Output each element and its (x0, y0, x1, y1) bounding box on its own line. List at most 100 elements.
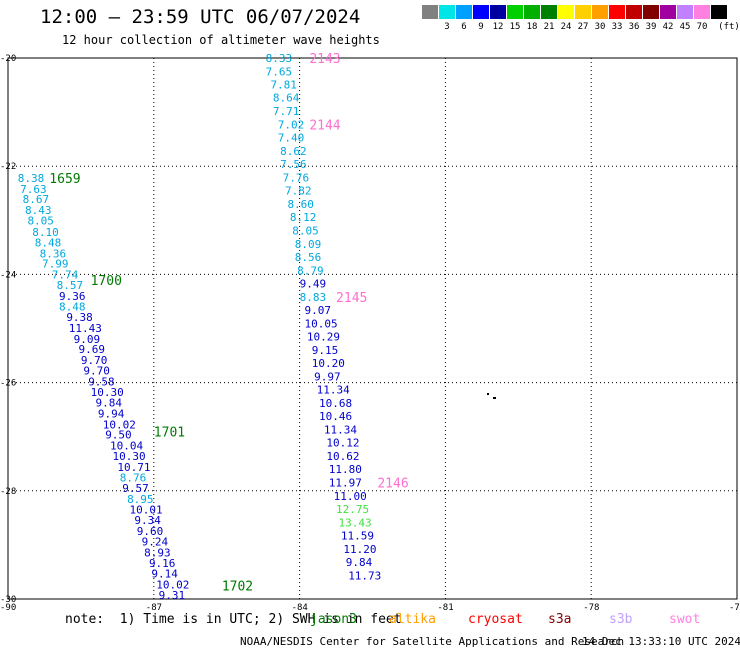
wave-height-value: 11.97 (329, 477, 362, 490)
legend-swatch (660, 5, 676, 19)
wave-height-value: 7.63 (20, 183, 47, 196)
wave-height-value: 8.05 (27, 214, 54, 227)
wave-height-value: 8.38 (18, 172, 45, 185)
legend-swatch (439, 5, 455, 19)
wave-height-value: 9.84 (346, 556, 373, 569)
wave-height-value: 7.65 (266, 66, 293, 79)
lat-tick-label: -20 (0, 54, 16, 64)
legend-swatch (694, 5, 710, 19)
wave-height-value: 8.64 (273, 91, 300, 104)
satellite-label-jason3: jason3 (310, 612, 357, 627)
wave-height-value: 8.10 (32, 226, 59, 239)
satellite-label-swot: swot (669, 612, 701, 627)
legend-label: 39 (645, 22, 657, 32)
wave-height-value: 7.71 (273, 105, 300, 118)
legend-swatch (575, 5, 591, 19)
wave-height-value: 10.05 (304, 318, 337, 331)
wave-height-value: 7.40 (278, 132, 305, 145)
pass-time-label: 1700 (91, 274, 122, 289)
wave-height-value: 11.34 (324, 424, 357, 437)
legend-label: 33 (611, 22, 623, 32)
legend-label: 70 (696, 22, 708, 32)
wave-height-value: 9.24 (142, 536, 169, 549)
lon-tick-label: -90 (0, 603, 16, 613)
pass-time-label: 2145 (336, 291, 367, 306)
footer-note: note: 1) Time is in UTC; 2) SWH is in fe… (65, 612, 402, 627)
wave-height-value: 9.70 (81, 354, 108, 367)
wave-height-value: 8.93 (144, 546, 171, 559)
pass-time-label: 1659 (49, 172, 80, 187)
pass-time-label: 2146 (377, 477, 408, 492)
wave-height-value: 8.56 (295, 251, 322, 264)
wave-height-value: 10.04 (110, 439, 143, 452)
legend-label: 27 (577, 22, 589, 32)
legend-swatch (524, 5, 540, 19)
lon-tick-label: -75 (729, 603, 740, 613)
wave-height-value: 9.34 (134, 514, 161, 527)
page-title: 12:00 — 23:59 UTC 06/07/2024 (40, 6, 361, 28)
wave-height-value: 8.09 (295, 238, 322, 251)
wave-height-value: 10.02 (103, 418, 136, 431)
wave-height-value: 11.20 (343, 543, 376, 556)
legend-unit: (ft) (718, 22, 740, 32)
wave-height-value: 9.69 (78, 343, 105, 356)
lon-tick-label: -81 (437, 603, 453, 613)
wave-height-value: 11.80 (329, 463, 362, 476)
wave-height-value: 11.73 (348, 570, 381, 583)
legend-swatch (677, 5, 693, 19)
legend-label: 9 (478, 22, 484, 32)
wave-height-value: 9.84 (95, 397, 122, 410)
wave-height-value: 8.36 (40, 247, 66, 260)
satellite-label-s3a: s3a (548, 612, 572, 627)
wave-height-value: 8.33 (266, 52, 293, 65)
legend-label: 36 (628, 22, 640, 32)
wave-height-value: 9.50 (105, 429, 132, 442)
legend-label: 24 (560, 22, 572, 32)
legend-swatch (609, 5, 625, 19)
wave-height-value: 8.95 (127, 493, 154, 506)
wave-height-value: 9.58 (88, 376, 115, 389)
wave-height-value: 9.09 (74, 333, 101, 346)
wave-height-value: 9.38 (66, 311, 93, 324)
legend-swatch (558, 5, 574, 19)
wave-height-value: 9.60 (137, 525, 164, 538)
satellite-label-cryosat: cryosat (468, 612, 523, 627)
lat-tick-label: -28 (0, 487, 16, 497)
legend-swatch (711, 5, 727, 19)
legend-label: 18 (526, 22, 538, 32)
wave-height-value: 9.15 (312, 344, 339, 357)
pass-time-label: 2144 (309, 119, 340, 134)
satellite-label-altika: altika (389, 612, 436, 627)
wave-height-value: 8.05 (292, 225, 319, 238)
wave-height-value: 10.46 (319, 410, 352, 423)
legend-label: 30 (594, 22, 606, 32)
wave-height-value: 7.81 (270, 79, 297, 92)
wave-height-value: 11.00 (334, 490, 367, 503)
wave-height-value: 7.82 (285, 185, 312, 198)
wave-height-value: 8.43 (25, 204, 52, 217)
wave-height-value: 8.48 (35, 236, 62, 249)
wave-height-value: 7.99 (42, 258, 69, 271)
legend-swatch (643, 5, 659, 19)
legend-label: 3 (444, 22, 450, 32)
wave-height-value: 9.70 (83, 365, 110, 378)
legend-swatch (422, 5, 438, 19)
wave-height-value: 10.62 (326, 450, 359, 463)
legend-swatch (592, 5, 608, 19)
legend-label: 6 (461, 22, 467, 32)
wave-height-value: 10.01 (130, 504, 163, 517)
wave-height-value: 7.74 (52, 268, 79, 281)
wave-height-value: 11.59 (341, 530, 374, 543)
wave-height-value: 8.83 (300, 291, 327, 304)
island-marker (493, 397, 496, 399)
legend-label: 21 (543, 22, 555, 32)
wave-height-value: 9.16 (149, 557, 176, 570)
lon-tick-label: -84 (292, 603, 308, 613)
wave-height-value: 10.20 (312, 357, 345, 370)
legend-swatch (541, 5, 557, 19)
wave-height-value: 8.48 (59, 300, 86, 313)
wave-height-value: 8.60 (287, 198, 314, 211)
wave-height-value: 10.29 (307, 331, 340, 344)
wave-height-value: 8.67 (23, 193, 50, 206)
